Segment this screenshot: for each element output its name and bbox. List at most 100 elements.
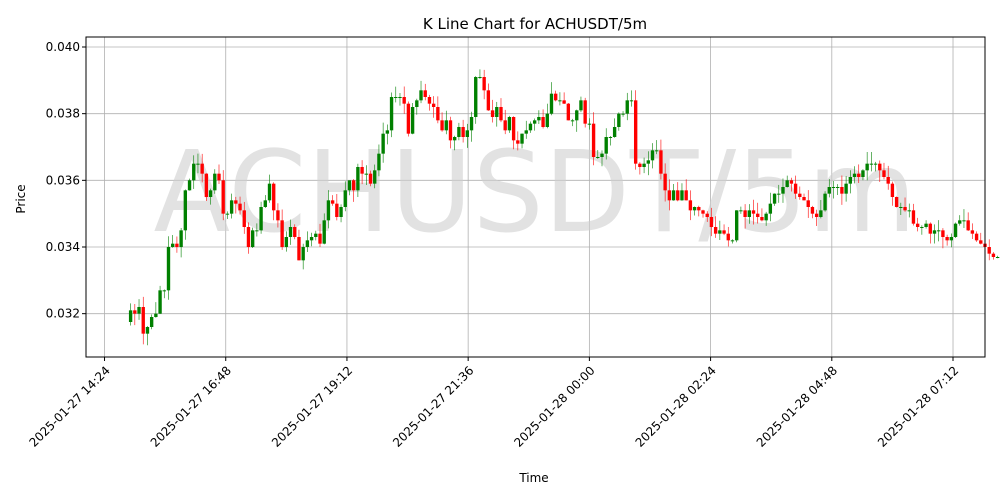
candle-body (427, 97, 432, 104)
candle-body (958, 220, 962, 224)
candle-body (267, 183, 272, 201)
candle-body (642, 163, 646, 167)
candle-body (688, 200, 693, 211)
y-tick-label: 0.040 (46, 40, 80, 54)
candle-body (154, 313, 158, 317)
candle-body (330, 200, 335, 204)
candle-body (705, 213, 709, 217)
candle-body (158, 290, 162, 314)
candle-body (861, 170, 865, 177)
candle-body (722, 230, 726, 234)
candle-body (781, 187, 785, 194)
candle-body (187, 180, 192, 191)
candle-body (739, 210, 743, 212)
candle-body (524, 130, 528, 134)
candle-body (440, 120, 444, 131)
candle-body (734, 210, 739, 241)
candle-body (373, 170, 377, 184)
candles (128, 69, 1000, 346)
y-tick-label: 0.032 (46, 307, 80, 321)
candle-body (242, 210, 246, 227)
candle-body (482, 77, 486, 91)
candle-body (852, 173, 857, 177)
candle-body (255, 230, 259, 232)
candle-body (579, 100, 583, 111)
candle-body (520, 133, 524, 144)
candle-body (608, 137, 613, 138)
candle-body (612, 127, 617, 137)
candle-body (726, 233, 730, 241)
candle-body (208, 190, 213, 197)
candle-body (461, 127, 465, 137)
candle-body (659, 150, 663, 174)
candle-body (899, 207, 903, 208)
candle-body (528, 123, 533, 131)
candle-body (453, 137, 457, 141)
candle-body (175, 243, 179, 247)
candle-body (272, 183, 276, 211)
candle-body (297, 237, 301, 261)
candle-body (697, 207, 701, 211)
candle-body (827, 187, 831, 194)
candle-body (663, 173, 667, 191)
candle-body (326, 200, 331, 221)
candle-body (743, 210, 747, 217)
candle-body (276, 210, 280, 221)
candle-body (284, 237, 289, 247)
candle-body (133, 310, 137, 314)
candle-body (650, 150, 655, 161)
candle-body (149, 317, 154, 327)
candle-body (309, 237, 314, 241)
candle-body (549, 93, 554, 114)
candle-body (937, 230, 941, 232)
candle-body (511, 117, 516, 141)
candle-body (591, 123, 596, 157)
candle-body (840, 187, 844, 194)
y-tick-label: 0.038 (46, 107, 80, 121)
candle-body (600, 153, 604, 157)
candle-body (873, 163, 878, 165)
candle-body (431, 103, 436, 107)
candle-body (423, 90, 427, 97)
candle-body (823, 193, 827, 211)
candle-body (301, 247, 305, 261)
candle-body (747, 210, 751, 217)
candle-body (903, 207, 907, 211)
candle-body (768, 203, 773, 214)
candle-body (562, 100, 566, 104)
candle-body (907, 210, 911, 212)
candle-body (789, 180, 794, 184)
candle-body (200, 163, 204, 174)
candle-body (966, 220, 970, 231)
candle-body (419, 90, 423, 101)
candle-body (819, 210, 823, 217)
candle-body (162, 290, 166, 292)
candle-body (974, 233, 979, 241)
candle-body (566, 103, 571, 121)
candle-body (545, 113, 549, 127)
candle-body (596, 157, 600, 158)
candle-body (503, 120, 507, 131)
candle-body (347, 180, 352, 191)
candle-body (406, 103, 411, 134)
candle-body (356, 167, 360, 191)
candle-body (343, 190, 347, 207)
candle-body (415, 100, 419, 107)
candle-body (962, 220, 966, 222)
candle-body (915, 223, 920, 227)
candle-body (621, 113, 625, 115)
y-tick-label: 0.036 (46, 173, 80, 187)
candle-body (785, 180, 789, 187)
candle-body (250, 230, 255, 247)
candle-body (760, 217, 764, 221)
candle-body (322, 220, 326, 244)
candle-body (684, 190, 688, 201)
candle-body (385, 130, 390, 134)
candle-body (676, 190, 680, 201)
candle-body (444, 120, 448, 131)
candle-body (448, 120, 453, 141)
grid-lines (86, 37, 985, 357)
y-tick-label: 0.034 (46, 240, 80, 254)
